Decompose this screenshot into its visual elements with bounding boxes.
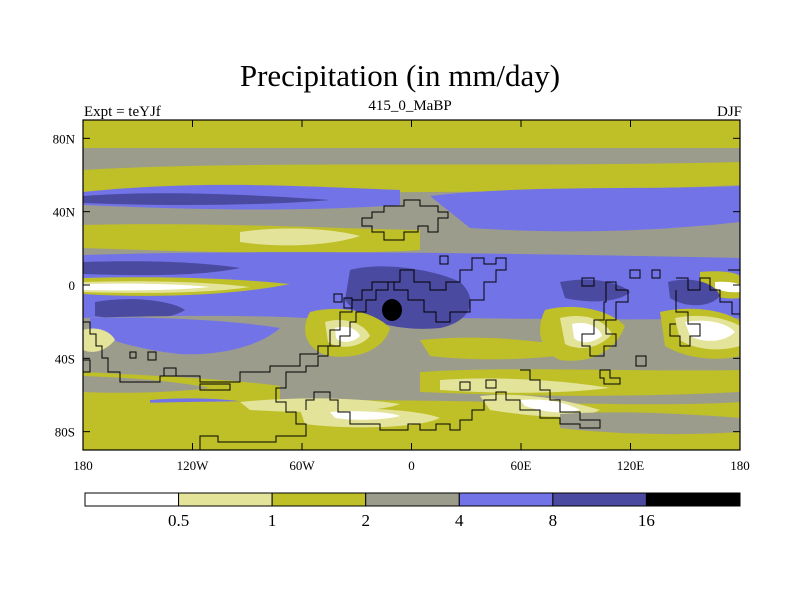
colorbar-swatch [458, 492, 554, 507]
period-label: 415_0_MaBP [368, 98, 452, 114]
colorbar-swatch [271, 492, 367, 507]
coastlines [83, 199, 740, 450]
x-tick-label: 180 [73, 458, 93, 473]
precip-field [83, 120, 740, 450]
x-tick-label: 0 [408, 458, 415, 473]
colorbar-swatch [645, 492, 741, 507]
x-tick-label: 180 [730, 458, 750, 473]
colorbar-swatch [552, 492, 647, 507]
colorbar-label: 16 [638, 511, 655, 530]
x-tick-label: 60E [511, 458, 532, 473]
colorbar-swatch [84, 492, 180, 507]
season-label: DJF [716, 104, 742, 120]
colorbar-label: 1 [268, 511, 277, 530]
y-tick-label: 80S [55, 425, 75, 440]
y-tick-label: 0 [69, 278, 76, 293]
y-tick-label: 80N [53, 131, 76, 146]
colorbar-label: 2 [361, 511, 370, 530]
y-axis: 80N 40N 0 40S 80S [53, 131, 740, 440]
x-axis: 180 120W 60W 0 60E 120E 180 [73, 120, 750, 473]
x-tick-label: 120E [617, 458, 645, 473]
colorbar-label: 4 [455, 511, 464, 530]
colorbar-swatch [178, 492, 273, 507]
chart-title: Precipitation (in mm/day) [239, 58, 561, 93]
experiment-label: Expt = teYJf [84, 104, 161, 120]
colorbar-label: 0.5 [168, 511, 189, 530]
x-tick-label: 120W [177, 458, 210, 473]
x-tick-label: 60W [289, 458, 315, 473]
y-tick-label: 40S [55, 351, 75, 366]
colorbar-swatch [365, 492, 460, 507]
colorbar: 0.5 1 2 4 8 16 [84, 492, 741, 530]
y-tick-label: 40N [53, 205, 76, 220]
colorbar-label: 8 [549, 511, 558, 530]
